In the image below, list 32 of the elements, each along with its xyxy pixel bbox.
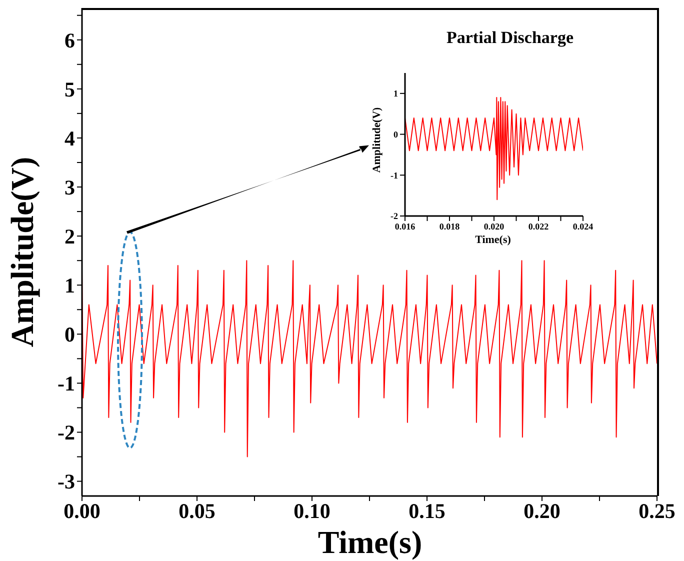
x-tick-label: 0.15: [408, 498, 446, 523]
chart-title: Partial Discharge: [446, 28, 574, 48]
y-tick-label: 2: [64, 224, 75, 249]
y-tick-label: -1: [58, 372, 75, 396]
line-series: [405, 97, 583, 200]
y-tick-label: 3: [64, 175, 75, 200]
x-tick-label: 0.016: [394, 221, 416, 232]
x-tick-label: 0.10: [294, 498, 330, 523]
y-tick-label: 5: [64, 77, 75, 102]
x-tick-label: 0.020: [484, 221, 505, 232]
x-axis-title: Time(s): [318, 524, 422, 560]
x-tick-label: 0.20: [524, 498, 560, 523]
x-tick-label: 0.00: [64, 498, 100, 523]
x-tick-label: 0.024: [572, 221, 594, 232]
y-tick-label: -2: [390, 211, 398, 222]
y-axis-title: Amplitude(V): [371, 106, 383, 173]
y-tick-label: -1: [390, 170, 398, 180]
x-tick-label: 0.022: [528, 221, 550, 232]
x-tick-label: 0.25: [638, 498, 676, 523]
y-tick-label: 4: [64, 126, 76, 150]
x-axis-title: Time(s): [475, 234, 512, 246]
y-tick-label: 6: [64, 28, 75, 52]
y-tick-label: 0: [64, 322, 75, 347]
y-tick-label: -3: [58, 470, 75, 494]
x-tick-label: 0.018: [439, 221, 460, 232]
x-tick-label: 0.05: [178, 498, 216, 523]
y-axis-title: Amplitude(V): [4, 156, 40, 348]
line-series: [82, 260, 657, 458]
y-tick-label: 1: [394, 88, 398, 99]
y-tick-label: -2: [58, 420, 75, 445]
y-tick-label: 0: [394, 129, 398, 140]
y-tick-label: 1: [64, 274, 75, 298]
